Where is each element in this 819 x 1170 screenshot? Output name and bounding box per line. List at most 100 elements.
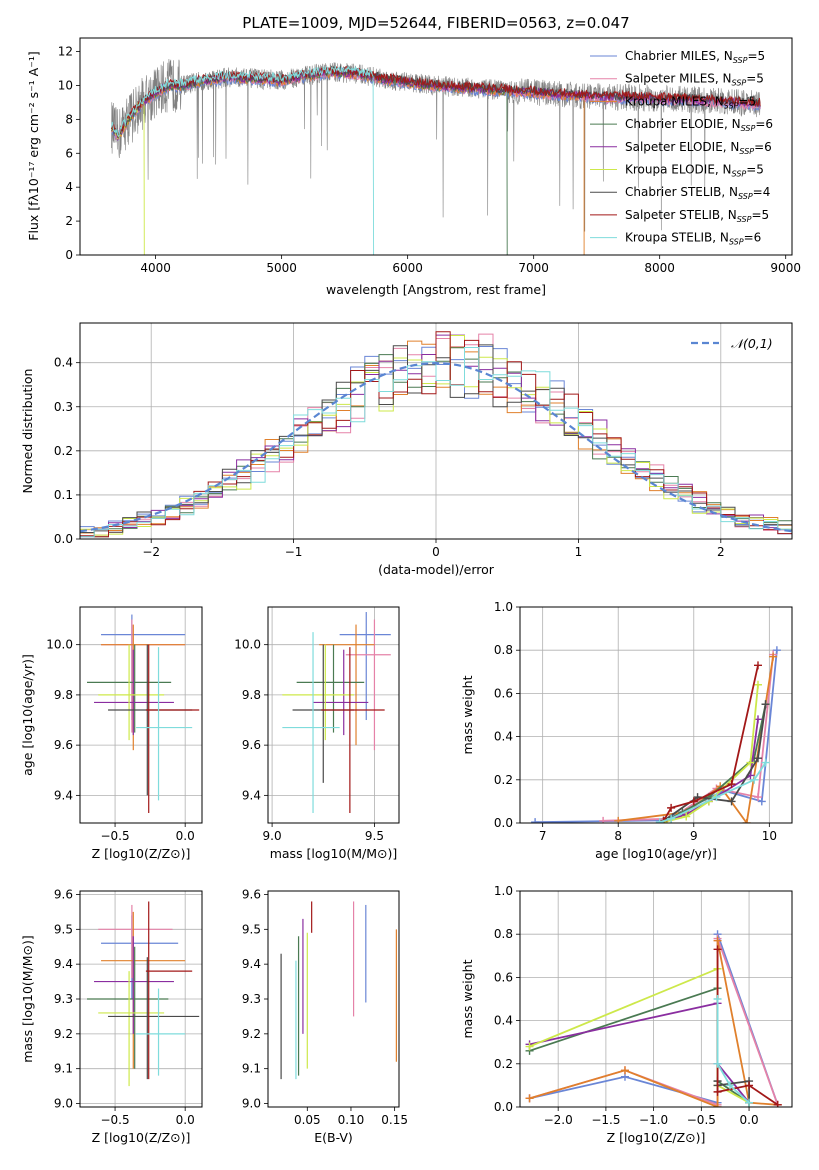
- x-tick-label: −0.5: [100, 1113, 129, 1127]
- x-tick-label: −1: [285, 545, 303, 559]
- y-tick-label: 0.2: [494, 1057, 513, 1071]
- y-tick-label: 9.4: [54, 788, 73, 802]
- y-tick-label: 6: [65, 146, 73, 160]
- normal-curve: [80, 361, 792, 533]
- x-axis-label: mass [log10(M/M⊙)]: [270, 846, 398, 861]
- x-tick-label: 10: [762, 829, 777, 843]
- y-tick-label: 0.4: [494, 1014, 513, 1028]
- y-tick-label: 10.0: [234, 638, 261, 652]
- panel-age_vs_mass: 9.0 9.5 9.4 9.6 9.8 10.0 mass [log10(M/M⊙)]: [234, 606, 400, 861]
- y-tick-label: 9.0: [54, 1097, 73, 1111]
- x-tick-label: −1.5: [591, 1113, 620, 1127]
- weight-marker: [713, 936, 722, 945]
- axes-frame: [519, 606, 793, 824]
- x-axis-label: Z [log10(Z/Z⊙)]: [607, 1130, 706, 1145]
- y-tick-label: 9.5: [242, 922, 261, 936]
- x-tick-label: −0.5: [687, 1113, 716, 1127]
- y-tick-label: 9.2: [242, 1027, 261, 1041]
- x-tick-label: 8: [614, 829, 622, 843]
- x-tick-label: 8000: [644, 261, 675, 275]
- x-tick-label: 0: [432, 545, 440, 559]
- panel-mass_vs_Z: −0.5 0.0 9.0 9.1 9.2 9.3 9.4 9.5 9.6 Z [log10(Z/Z…: [20, 887, 203, 1145]
- weight-marker: [725, 1081, 734, 1090]
- weight-marker: [525, 1042, 534, 1051]
- x-tick-label: 9.0: [263, 829, 282, 843]
- x-axis-label: (data-model)/error: [378, 562, 495, 577]
- legend-label: Kroupa ELODIE, NSSP=5: [625, 163, 764, 179]
- x-axis-label: Z [log10(Z/Z⊙)]: [92, 1130, 191, 1145]
- weight-line: [603, 654, 774, 822]
- weight-marker: [754, 754, 762, 763]
- legend-label: Salpeter ELODIE, NSSP=6: [625, 140, 772, 156]
- y-tick-label: 9.8: [54, 688, 73, 702]
- weight-marker: [667, 814, 676, 823]
- legend-model-name: Salpeter ELODIE: [625, 140, 723, 154]
- y-tick-label: 10.0: [46, 638, 73, 652]
- y-tick-label: 9.4: [54, 957, 73, 971]
- legend-nssp: 5: [756, 163, 764, 177]
- panel-weight_vs_Z: −2.0 −1.5 −1.0 −0.5 0.0 0.0 0.2 0.4 0.6 0.8 1.0 Z […: [460, 884, 793, 1145]
- y-tick-label: 9.4: [242, 957, 261, 971]
- x-axis-label: wavelength [Angstrom, rest frame]: [326, 282, 546, 297]
- x-tick-label: 5000: [266, 261, 297, 275]
- y-tick-label: 9.0: [242, 1097, 261, 1111]
- y-tick-label: 0.8: [494, 927, 513, 941]
- y-tick-label: 10: [58, 78, 73, 92]
- weight-marker: [614, 816, 623, 823]
- y-tick-label: 0.4: [54, 356, 73, 370]
- x-tick-label: 2: [717, 545, 725, 559]
- weight-marker: [713, 1103, 722, 1107]
- legend-label: Chabrier MILES, NSSP=5: [625, 49, 765, 65]
- weight-marker: [727, 797, 736, 806]
- legend-model-name: Kroupa ELODIE: [625, 163, 715, 177]
- legend-nssp: 5: [748, 94, 756, 108]
- x-tick-label: 7: [539, 829, 547, 843]
- y-axis-label: age [log10(age/yr)]: [20, 654, 35, 776]
- x-tick-label: 0.15: [381, 1113, 408, 1127]
- y-tick-label: 0.3: [54, 400, 73, 414]
- legend-model-name: Chabrier MILES: [625, 49, 716, 63]
- weight-marker: [667, 803, 676, 812]
- plot-area: [87, 901, 200, 1087]
- x-tick-label: 0.0: [740, 1113, 759, 1127]
- y-tick-label: 0.6: [494, 686, 513, 700]
- weight-marker: [713, 995, 722, 1003]
- plot-area: [525, 930, 782, 1107]
- x-tick-label: 9: [690, 829, 698, 843]
- legend-model-name: Kroupa MILES: [625, 94, 707, 108]
- y-tick-label: 0: [65, 248, 73, 262]
- x-axis-label: Z [log10(Z/Z⊙)]: [92, 846, 191, 861]
- x-tick-label: −2: [142, 545, 160, 559]
- y-axis-label: Flux [fλ10⁻¹⁷ erg cm⁻² s⁻¹ A⁻¹]: [26, 51, 41, 240]
- x-tick-label: 6000: [392, 261, 423, 275]
- figure-title: PLATE=1009, MJD=52644, FIBERID=0563, z=0…: [242, 14, 629, 32]
- weight-marker: [713, 1087, 722, 1096]
- weight-marker: [682, 812, 691, 821]
- weight-marker: [525, 1094, 534, 1103]
- legend-label: Salpeter MILES, NSSP=5: [625, 72, 764, 88]
- weight-line: [716, 999, 750, 1104]
- weight-marker: [754, 680, 762, 689]
- y-axis-label: Normed distribution: [20, 369, 35, 494]
- x-tick-label: 1: [575, 545, 583, 559]
- y-tick-label: 0.8: [494, 643, 513, 657]
- y-tick-label: 9.1: [242, 1062, 261, 1076]
- weight-marker: [599, 816, 608, 823]
- weight-marker: [745, 1081, 754, 1090]
- x-tick-label: 0.0: [176, 1113, 195, 1127]
- legend-model-name: Chabrier ELODIE: [625, 117, 724, 131]
- y-axis-label: mass weight: [460, 675, 475, 754]
- legend-model-name: Kroupa STELIB: [625, 231, 712, 245]
- x-tick-label: −2.0: [544, 1113, 573, 1127]
- x-tick-label: 4000: [140, 261, 171, 275]
- weight-marker: [689, 797, 698, 806]
- weight-marker: [773, 1100, 782, 1107]
- legend-nssp: 5: [762, 208, 770, 222]
- y-tick-label: 9.6: [54, 887, 73, 901]
- legend-nssp: 5: [758, 49, 766, 63]
- y-tick-label: 9.1: [54, 1062, 73, 1076]
- legend-nssp: 6: [765, 117, 773, 131]
- y-tick-label: 4: [65, 180, 73, 194]
- y-tick-label: 0.0: [494, 1100, 513, 1114]
